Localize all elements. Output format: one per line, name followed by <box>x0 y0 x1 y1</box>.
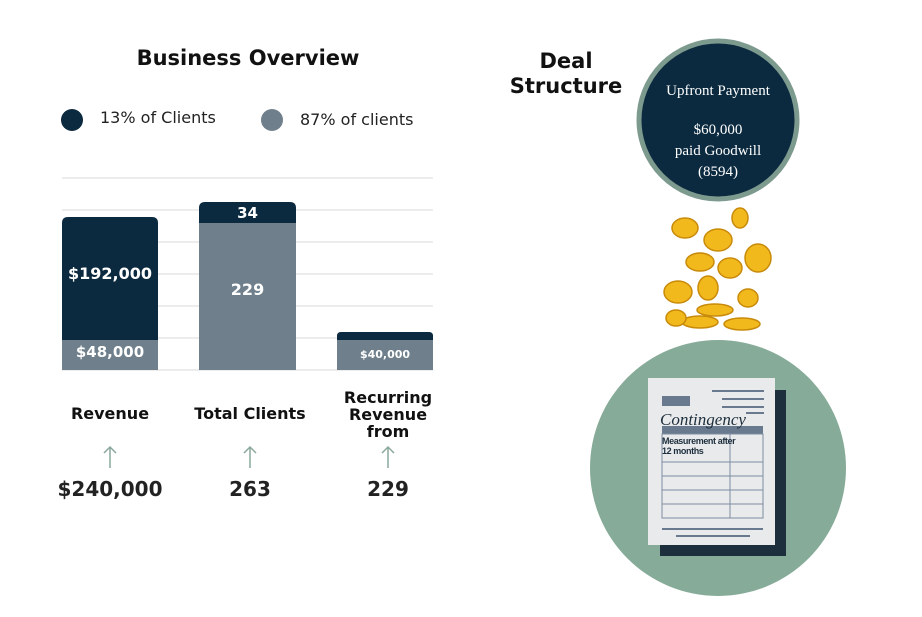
upfront-line: (8594) <box>698 164 738 180</box>
upfront-circle <box>636 38 800 202</box>
metric-value: 229 <box>367 477 409 501</box>
doc-lines <box>662 390 764 537</box>
bar-label: 229 <box>230 280 265 299</box>
bar-segment <box>337 332 433 340</box>
bar-label: $40,000 <box>359 348 411 361</box>
contingency-title: Contingency <box>660 410 746 429</box>
metric-value: 263 <box>229 477 271 501</box>
upfront-line: $60,000 <box>693 122 743 138</box>
section-title: Business Overview <box>136 46 360 70</box>
coins <box>663 207 772 331</box>
upfront-line: paid Goodwill <box>674 143 762 159</box>
bar-segment <box>337 340 433 370</box>
upfront-title: Upfront Payment <box>666 83 770 99</box>
bar-label: $48,000 <box>75 343 145 361</box>
bar-segment <box>62 217 158 340</box>
bar-segment <box>199 223 296 370</box>
doc-table <box>661 433 764 519</box>
section-title: Deal Structure <box>509 49 623 98</box>
legend-swatch <box>261 109 283 131</box>
legend-label: 13% of Clients <box>100 108 216 127</box>
metric-label: Total Clients <box>194 404 306 423</box>
bar-segment <box>62 340 158 370</box>
bar-label: $192,000 <box>67 264 152 283</box>
bar-label: 34 <box>237 204 258 222</box>
contingency-note: Measurement after 12 months <box>662 436 736 456</box>
legend-swatch <box>61 109 83 131</box>
bar-segment <box>199 202 296 223</box>
arrows <box>103 445 395 468</box>
legend-label: 87% of clients <box>300 110 414 129</box>
metric-label: Recurring Revenue from <box>343 388 433 441</box>
metric-value: $240,000 <box>57 477 163 501</box>
metric-label: Revenue <box>70 404 150 423</box>
